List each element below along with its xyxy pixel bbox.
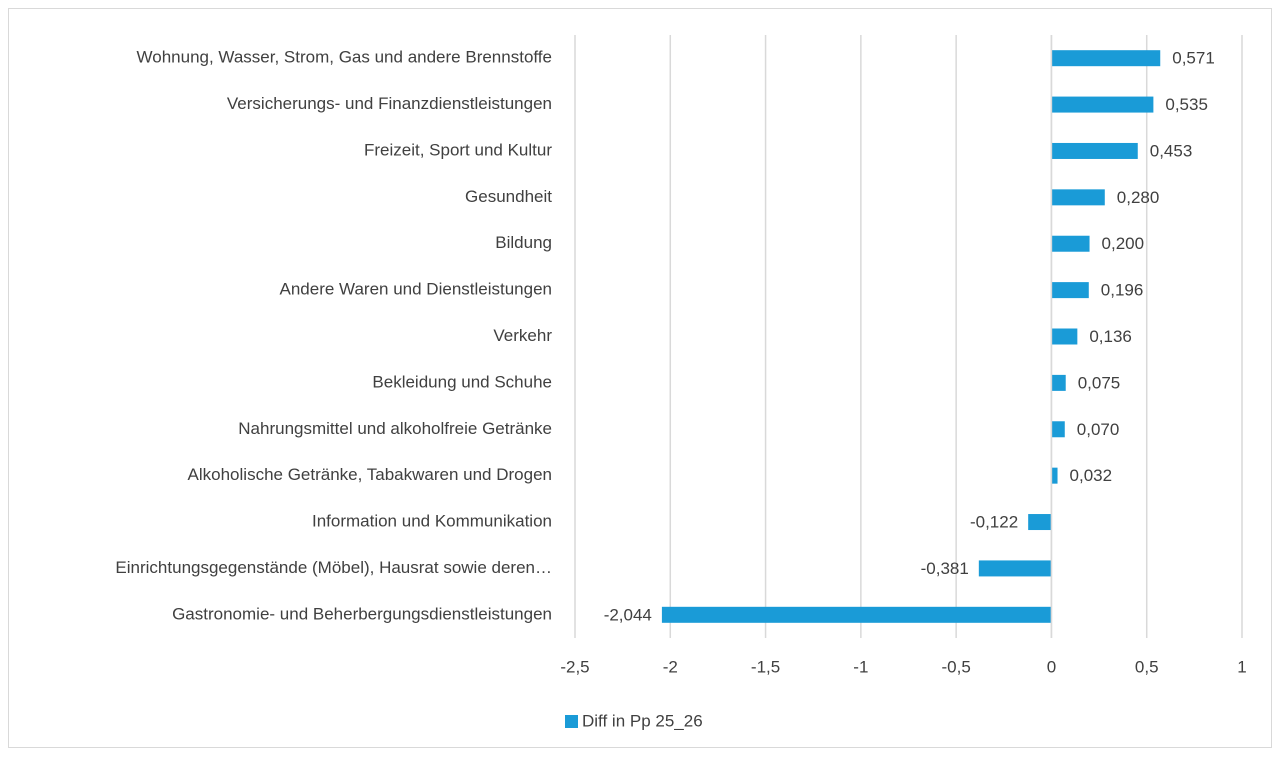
data-label: -0,122 <box>970 513 1018 532</box>
y-tick-label: Wohnung, Wasser, Strom, Gas und andere B… <box>137 48 552 67</box>
bar <box>1051 328 1078 345</box>
bar <box>1051 374 1066 391</box>
data-label: 0,200 <box>1102 234 1145 253</box>
bar <box>1051 235 1090 252</box>
data-label: 0,453 <box>1150 141 1193 160</box>
y-tick-label: Nahrungsmittel und alkoholfreie Getränke <box>238 419 552 438</box>
y-tick-label: Bildung <box>495 233 552 252</box>
bar <box>1028 514 1052 531</box>
y-tick-label: Einrichtungsgegenstände (Möbel), Hausrat… <box>115 558 552 577</box>
data-label: 0,196 <box>1101 281 1144 300</box>
x-tick-label: 1 <box>1237 657 1246 676</box>
data-label: 0,070 <box>1077 420 1120 439</box>
data-label: 0,571 <box>1172 49 1215 68</box>
data-label: 0,136 <box>1089 327 1132 346</box>
x-tick-label: 0 <box>1047 657 1056 676</box>
y-tick-label: Gesundheit <box>465 187 552 206</box>
data-label: 0,032 <box>1070 466 1113 485</box>
legend-swatch <box>565 715 578 728</box>
bar <box>661 606 1052 623</box>
data-label: -2,044 <box>604 605 652 624</box>
bar <box>1051 96 1154 113</box>
data-label: 0,280 <box>1117 188 1160 207</box>
data-label: 0,075 <box>1078 373 1121 392</box>
y-tick-label: Freizeit, Sport und Kultur <box>364 140 552 159</box>
bar <box>1051 421 1065 438</box>
y-tick-label: Verkehr <box>493 326 552 345</box>
x-tick-label: -1 <box>853 657 868 676</box>
bar <box>1051 282 1089 299</box>
y-tick-label: Gastronomie- und Beherbergungsdienstleis… <box>172 604 552 623</box>
bar <box>1051 142 1138 159</box>
y-tick-label: Information und Kommunikation <box>312 512 552 531</box>
x-tick-label: -1,5 <box>751 657 780 676</box>
bar <box>1051 467 1058 484</box>
y-tick-label: Andere Waren und Dienstleistungen <box>280 280 552 299</box>
x-tick-label: -0,5 <box>941 657 970 676</box>
bar <box>1051 189 1105 206</box>
y-tick-label: Bekleidung und Schuhe <box>372 372 552 391</box>
x-tick-label: -2,5 <box>560 657 589 676</box>
data-label: 0,535 <box>1165 95 1208 114</box>
bar <box>1051 50 1161 67</box>
y-tick-label: Alkoholische Getränke, Tabakwaren und Dr… <box>188 465 552 484</box>
x-tick-label: 0,5 <box>1135 657 1159 676</box>
x-tick-label: -2 <box>663 657 678 676</box>
legend-label: Diff in Pp 25_26 <box>582 711 703 730</box>
y-tick-label: Versicherungs- und Finanzdienstleistunge… <box>227 94 552 113</box>
data-label: -0,381 <box>921 559 969 578</box>
bar <box>978 560 1052 577</box>
